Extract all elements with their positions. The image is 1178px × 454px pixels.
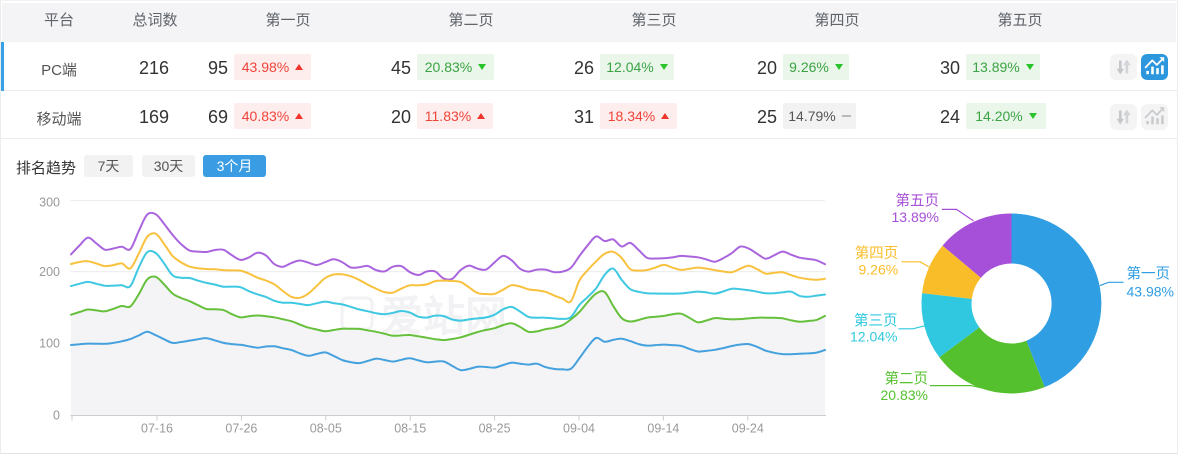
svg-text:09-04: 09-04 [563, 422, 595, 436]
svg-text:第五页: 第五页 [896, 191, 940, 209]
svg-text:08-25: 08-25 [479, 422, 511, 436]
svg-text:第一页: 第一页 [1127, 265, 1171, 283]
svg-text:07-16: 07-16 [141, 422, 173, 436]
svg-text:第四页: 第四页 [855, 244, 899, 262]
svg-text:300: 300 [39, 196, 60, 210]
svg-text:9.26%: 9.26% [858, 262, 898, 278]
svg-text:20.83%: 20.83% [881, 387, 928, 403]
svg-text:09-14: 09-14 [647, 422, 679, 436]
svg-text:13.89%: 13.89% [892, 209, 939, 225]
svg-text:100: 100 [39, 336, 60, 350]
svg-text:第三页: 第三页 [854, 312, 898, 330]
svg-text:第二页: 第二页 [885, 369, 929, 387]
svg-text:43.98%: 43.98% [1127, 284, 1174, 300]
svg-text:12.04%: 12.04% [850, 329, 897, 345]
svg-text:07-26: 07-26 [225, 422, 257, 436]
svg-text:09-24: 09-24 [732, 422, 764, 436]
svg-text:08-05: 08-05 [310, 422, 342, 436]
svg-text:0: 0 [53, 408, 60, 422]
svg-text:08-15: 08-15 [394, 422, 426, 436]
svg-text:200: 200 [39, 265, 60, 279]
